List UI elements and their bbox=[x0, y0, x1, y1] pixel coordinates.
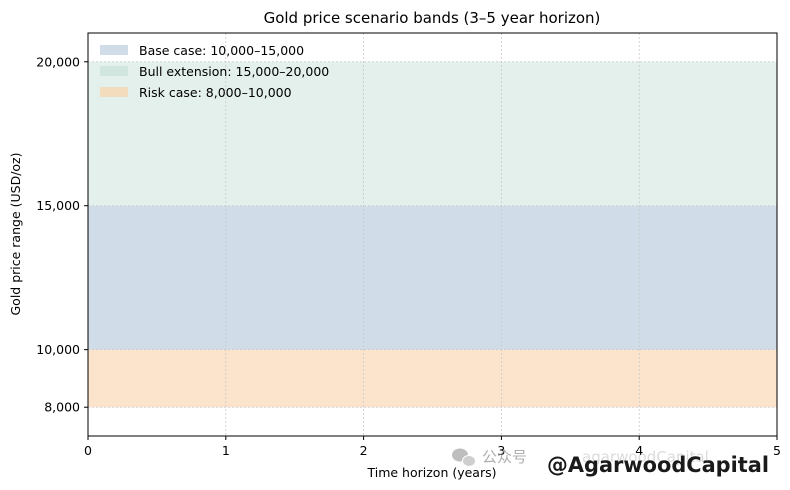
x-axis-label: Time horizon (years) bbox=[366, 465, 496, 480]
x-tick-label-1: 1 bbox=[222, 443, 230, 458]
y-tick-label-0: 8,000 bbox=[44, 400, 80, 415]
band-0 bbox=[88, 205, 777, 350]
x-tick-label-2: 2 bbox=[360, 443, 368, 458]
legend: Base case: 10,000–15,000 Bull extension: … bbox=[100, 43, 329, 100]
band-1 bbox=[88, 61, 777, 206]
legend-label-2: Risk case: 8,000–10,000 bbox=[139, 85, 292, 100]
legend-swatch-2 bbox=[100, 87, 128, 97]
x-tick-label-5: 5 bbox=[773, 443, 781, 458]
watermark-channel-name: agarwoodCapital bbox=[582, 448, 709, 466]
legend-swatch-0 bbox=[100, 45, 128, 55]
legend-swatch-1 bbox=[100, 66, 128, 76]
x-tick-label-4: 4 bbox=[635, 443, 643, 458]
y-tick-label-1: 10,000 bbox=[36, 342, 80, 357]
y-tick-label-2: 15,000 bbox=[36, 198, 80, 213]
y-axis-label: Gold price range (USD/oz) bbox=[8, 152, 23, 315]
chart-title: Gold price scenario bands (3–5 year hori… bbox=[264, 9, 601, 27]
scenario-bands bbox=[88, 61, 777, 408]
wechat-icon bbox=[452, 448, 476, 467]
x-tick-label-3: 3 bbox=[497, 443, 505, 458]
legend-label-0: Base case: 10,000–15,000 bbox=[139, 43, 304, 58]
x-axis-ticks: 0 1 2 3 4 5 bbox=[84, 436, 781, 458]
watermark-channel-label: 公众号 bbox=[482, 448, 527, 466]
y-tick-label-3: 20,000 bbox=[36, 54, 80, 69]
band-2 bbox=[88, 349, 777, 408]
watermark-brand: @AgarwoodCapital bbox=[547, 453, 769, 477]
axes-frame bbox=[87, 32, 778, 437]
y-axis-ticks: 8,000 10,000 15,000 20,000 bbox=[36, 54, 88, 415]
x-tick-label-0: 0 bbox=[84, 443, 92, 458]
legend-label-1: Bull extension: 15,000–20,000 bbox=[139, 64, 329, 79]
watermark: 公众号 agarwoodCapital @AgarwoodCapital bbox=[452, 448, 769, 477]
